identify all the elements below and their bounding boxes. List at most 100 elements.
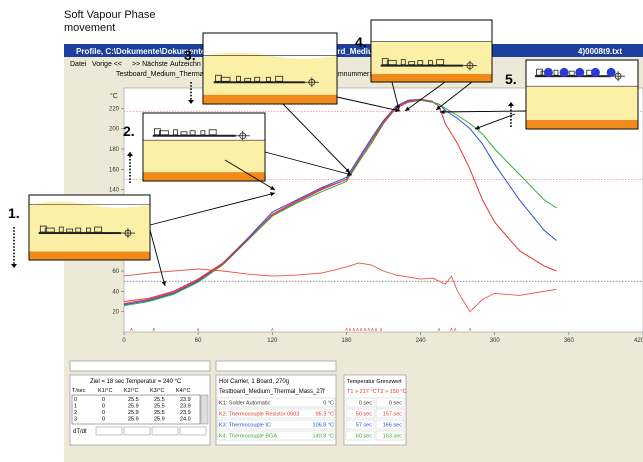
droplet-icon (606, 67, 616, 77)
event-marker: ∧ (450, 327, 454, 333)
slide-title-line1: Soft Vapour Phase (64, 9, 156, 21)
slide-title-line2: movement (64, 22, 115, 34)
threshold-value: 50 sec (356, 412, 372, 418)
y-tick-label: 220 (109, 106, 120, 112)
event-marker: ∧ (371, 327, 375, 333)
table-cell: 25.9 (128, 410, 139, 416)
menu-recording[interactable]: Aufzeichn (170, 61, 201, 68)
temperature-series-line (123, 99, 557, 302)
x-tick-label: 180 (341, 338, 352, 344)
dt-field-4[interactable] (179, 426, 207, 436)
table-cell: 23.9 (180, 397, 191, 403)
table-cell: 25.5 (154, 404, 165, 410)
window-title-right2: 4)0008t9.txt (578, 47, 622, 56)
threshold-cell (345, 430, 375, 441)
arrow-head (127, 152, 133, 156)
pcb-component (536, 68, 543, 76)
channel-value: 0 °C (323, 401, 334, 407)
arrow-head (11, 264, 17, 268)
event-marker: ∧ (453, 327, 457, 333)
pcb-component (553, 69, 559, 76)
x-tick-label: 0 (122, 338, 126, 344)
phase-4-diagram (370, 19, 493, 83)
pcb-component (220, 76, 231, 82)
profile-name: Testboard_Medium_Thermal_Mass_27 (116, 71, 237, 78)
pcb-board (152, 134, 236, 137)
table-cell: 1 (74, 404, 77, 410)
channel-row[interactable] (216, 419, 336, 430)
event-marker: ∧ (379, 327, 383, 333)
channel-name: K2: Thermocouple Resistor 0603 (219, 412, 299, 418)
event-marker: ∧ (196, 327, 200, 333)
step-4-label: 4. (355, 34, 367, 50)
droplet-icon (575, 67, 585, 77)
table-cell: 23.9 (180, 410, 191, 416)
status-panels: Ziel = 18 sec Temperatur = 240 °C T/sec K… (69, 360, 407, 446)
connector-arrow (149, 229, 166, 287)
menu-bar: Datei Vorige << >> Nächste Aufzeichn (70, 61, 201, 68)
table-cell: 23.9 (180, 404, 191, 410)
values-table[interactable] (71, 394, 201, 425)
threshold-cell (345, 408, 375, 419)
x-tick-label: 120 (267, 338, 278, 344)
pcb-component (158, 130, 169, 136)
channel-name: K1: Solder Automatic (219, 401, 271, 407)
pcb-component (428, 60, 433, 66)
menu-datei[interactable]: Datei (70, 61, 87, 68)
threshold-value: 0 sec (359, 401, 372, 407)
connector-arrow (435, 81, 473, 111)
droplet-icon (543, 67, 553, 77)
table-header-cell: K4/°C (176, 388, 190, 394)
event-marker: ∧ (345, 327, 349, 333)
threshold-cell (375, 430, 405, 441)
droplet-icon (559, 67, 569, 77)
chamber-border (370, 19, 493, 83)
menu-next[interactable]: >> Nächste (132, 61, 168, 68)
arrow-head (161, 281, 166, 286)
dt-field-2[interactable] (123, 426, 151, 436)
temperature-series-line (123, 98, 433, 304)
connector-arrow (439, 110, 527, 113)
testboard-name: Testboard_Medium_Thermal_Mass_27f (219, 389, 325, 395)
chamber-border (142, 112, 266, 182)
threshold-cell (375, 408, 405, 419)
table-cell: 25.5 (154, 397, 165, 403)
arrow-head (508, 102, 514, 106)
vapour-layer (526, 86, 638, 121)
threshold-cell (375, 397, 405, 408)
threshold-value: 0 sec (389, 401, 402, 407)
event-marker: ∧ (348, 327, 352, 333)
pcb-component (75, 227, 82, 233)
table-scrollbar[interactable] (200, 394, 209, 425)
pcb-component (417, 60, 424, 66)
pcb-component (173, 129, 178, 136)
threshold-value: 57 sec (356, 423, 372, 429)
pcb-component (180, 131, 188, 136)
table-cell: 25.9 (128, 404, 139, 410)
threshold-value: 166 sec (383, 423, 403, 429)
arrow-head (345, 168, 350, 173)
channel-row[interactable] (216, 408, 336, 419)
phase-2-diagram (142, 112, 266, 182)
connector-arrow (474, 113, 516, 130)
pcb-component (94, 226, 103, 233)
table-cell: 2 (74, 410, 77, 416)
arrow-head (188, 100, 194, 104)
channel-name: K4: Thermocouple BGA (219, 434, 277, 440)
arrow-head (436, 105, 441, 110)
channel-value: 95.3 °C (316, 412, 334, 418)
event-marker: ∧ (270, 327, 274, 333)
menu-previous[interactable]: Vorige << (92, 61, 122, 68)
heater-plate (143, 172, 265, 181)
y-unit-label: °C (110, 92, 118, 100)
dt-field-1[interactable] (95, 426, 123, 436)
y-tick-label: 200 (109, 127, 120, 133)
x-tick-label: 240 (416, 338, 427, 344)
step-1-label: 1. (8, 205, 20, 221)
y-tick-label: 140 (109, 188, 120, 194)
channel-row[interactable] (216, 397, 336, 408)
heater-plate (526, 120, 638, 129)
channel-row[interactable] (216, 430, 336, 441)
dt-field-3[interactable] (151, 426, 179, 436)
pcb-component (58, 226, 64, 233)
